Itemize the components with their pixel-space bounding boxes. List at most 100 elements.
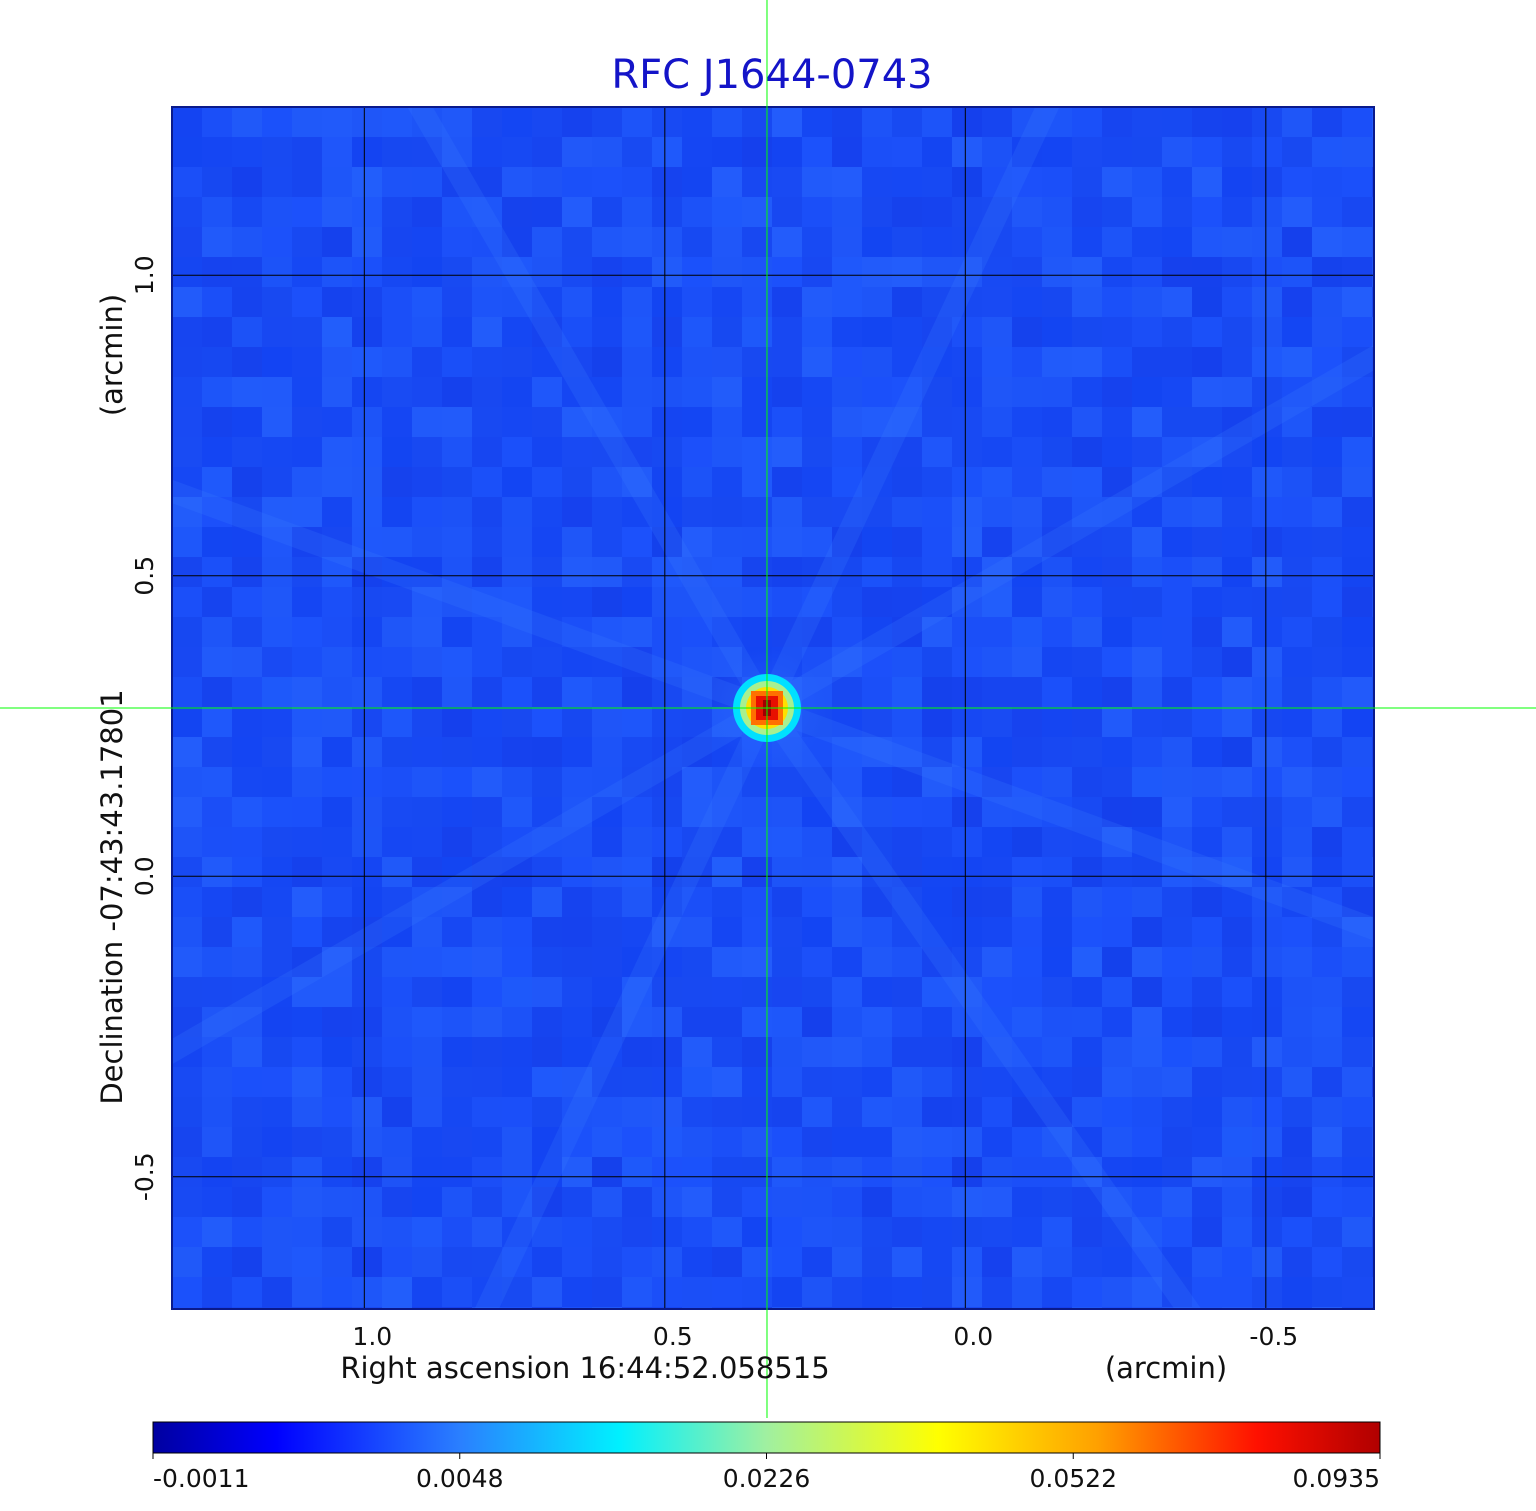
noise-cell: [1072, 1097, 1102, 1127]
noise-cell: [532, 1157, 562, 1187]
noise-cell: [862, 947, 892, 977]
noise-cell: [382, 737, 412, 767]
noise-cell: [202, 107, 232, 137]
noise-cell: [472, 737, 502, 767]
noise-cell: [1222, 197, 1252, 227]
noise-cell: [322, 797, 352, 827]
noise-cell: [1102, 977, 1132, 1007]
noise-cell: [1042, 1007, 1072, 1037]
noise-cell: [1192, 257, 1222, 287]
noise-cell: [1192, 107, 1222, 137]
noise-cell: [1162, 437, 1192, 467]
noise-cell: [1252, 257, 1282, 287]
noise-cell: [1012, 1007, 1042, 1037]
noise-cell: [622, 137, 652, 167]
noise-cell: [772, 587, 802, 617]
noise-cell: [382, 377, 412, 407]
noise-cell: [1282, 317, 1312, 347]
noise-cell: [1192, 557, 1222, 587]
noise-cell: [1162, 1277, 1192, 1307]
noise-cell: [232, 257, 262, 287]
noise-cell: [322, 737, 352, 767]
noise-cell: [322, 347, 352, 377]
noise-cell: [322, 827, 352, 857]
noise-cell: [712, 197, 742, 227]
noise-cell: [1252, 557, 1282, 587]
noise-cell: [622, 887, 652, 917]
noise-cell: [922, 737, 952, 767]
noise-cell: [922, 587, 952, 617]
noise-cell: [412, 887, 442, 917]
noise-cell: [1132, 1217, 1162, 1247]
noise-cell: [382, 1247, 412, 1277]
noise-cell: [712, 287, 742, 317]
noise-cell: [682, 1217, 712, 1247]
noise-cell: [1282, 647, 1312, 677]
noise-cell: [1192, 317, 1222, 347]
noise-cell: [502, 197, 532, 227]
noise-cell: [232, 167, 262, 197]
noise-cell: [232, 1037, 262, 1067]
noise-cell: [202, 1217, 232, 1247]
noise-cell: [1162, 947, 1192, 977]
noise-cell: [412, 737, 442, 767]
noise-cell: [1252, 797, 1282, 827]
noise-cell: [742, 257, 772, 287]
noise-cell: [1012, 317, 1042, 347]
noise-cell: [592, 377, 622, 407]
noise-cell: [982, 767, 1012, 797]
noise-cell: [532, 707, 562, 737]
noise-cell: [832, 1007, 862, 1037]
noise-cell: [832, 1067, 862, 1097]
noise-cell: [1132, 377, 1162, 407]
noise-cell: [1222, 1217, 1252, 1247]
noise-cell: [922, 137, 952, 167]
noise-cell: [472, 497, 502, 527]
noise-cell: [412, 1007, 442, 1037]
noise-cell: [292, 1157, 322, 1187]
noise-cell: [952, 737, 982, 767]
noise-cell: [1342, 977, 1372, 1007]
noise-cell: [382, 557, 412, 587]
noise-cell: [532, 917, 562, 947]
noise-cell: [352, 377, 382, 407]
noise-cell: [1222, 1097, 1252, 1127]
noise-cell: [802, 977, 832, 1007]
noise-cell: [1162, 587, 1192, 617]
noise-cell: [322, 1217, 352, 1247]
noise-cell: [322, 617, 352, 647]
noise-cell: [712, 557, 742, 587]
noise-cell: [1162, 1007, 1192, 1037]
noise-cell: [772, 227, 802, 257]
noise-cell: [1192, 1187, 1222, 1217]
noise-cell: [232, 137, 262, 167]
noise-cell: [232, 1157, 262, 1187]
noise-cell: [622, 857, 652, 887]
noise-cell: [592, 917, 622, 947]
noise-cell: [712, 977, 742, 1007]
noise-cell: [262, 407, 292, 437]
noise-cell: [982, 227, 1012, 257]
noise-cell: [1102, 1187, 1132, 1217]
noise-cell: [1222, 917, 1252, 947]
noise-cell: [472, 977, 502, 1007]
noise-cell: [682, 347, 712, 377]
noise-cell: [1132, 227, 1162, 257]
noise-cell: [742, 1097, 772, 1127]
noise-cell: [352, 497, 382, 527]
noise-cell: [952, 857, 982, 887]
noise-cell: [412, 437, 442, 467]
noise-cell: [532, 1067, 562, 1097]
noise-cell: [1222, 287, 1252, 317]
noise-cell: [1222, 227, 1252, 257]
noise-cell: [862, 827, 892, 857]
noise-cell: [442, 827, 472, 857]
noise-cell: [1342, 737, 1372, 767]
noise-cell: [1102, 767, 1132, 797]
noise-cell: [202, 407, 232, 437]
noise-cell: [292, 1217, 322, 1247]
noise-cell: [562, 257, 592, 287]
noise-cell: [1312, 707, 1342, 737]
noise-cell: [772, 557, 802, 587]
noise-cell: [682, 947, 712, 977]
